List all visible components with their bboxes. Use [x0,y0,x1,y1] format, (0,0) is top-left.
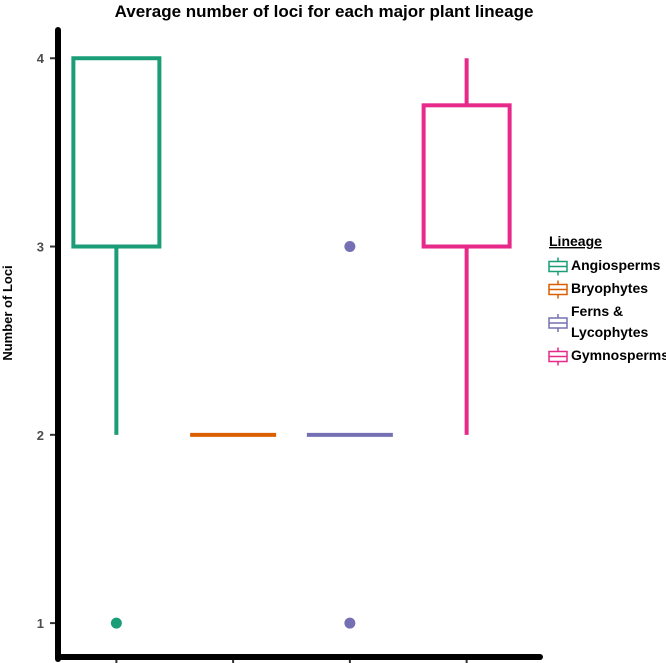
y-tick-label: 3 [37,240,44,255]
box-3 [306,241,393,629]
box-4 [421,58,512,435]
y-tick-label: 1 [37,616,44,631]
plot-area [71,56,512,629]
y-tick-label: 4 [37,51,45,66]
box-1 [71,56,162,629]
legend-label: Bryophytes [571,280,648,296]
outlier-point [344,241,356,253]
legend-entry-1: Angiosperms [548,257,661,276]
y-axis-label: Number of Loci [0,265,15,360]
legend-title: Lineage [549,233,602,249]
outlier-point [110,617,122,629]
legend-entry-4: Gymnosperms [548,347,666,366]
box-iqr [421,103,512,249]
legend-label: Lycophytes [571,324,648,340]
box-iqr [71,56,162,249]
legend-label: Angiosperms [571,257,661,273]
legend: Lineage Angiosperms Bryophytes Ferns & Lycop… [548,233,666,366]
chart-title: Average number of loci for each major pl… [115,2,534,21]
legend-label: Ferns & [571,303,623,319]
axes: 1 2 3 4 [37,27,543,663]
legend-entry-2: Bryophytes [548,280,648,299]
y-tick-label: 2 [37,428,44,443]
legend-entry-3: Ferns & Lycophytes [548,303,648,340]
outlier-point [344,617,356,629]
legend-label: Gymnosperms [571,347,666,363]
